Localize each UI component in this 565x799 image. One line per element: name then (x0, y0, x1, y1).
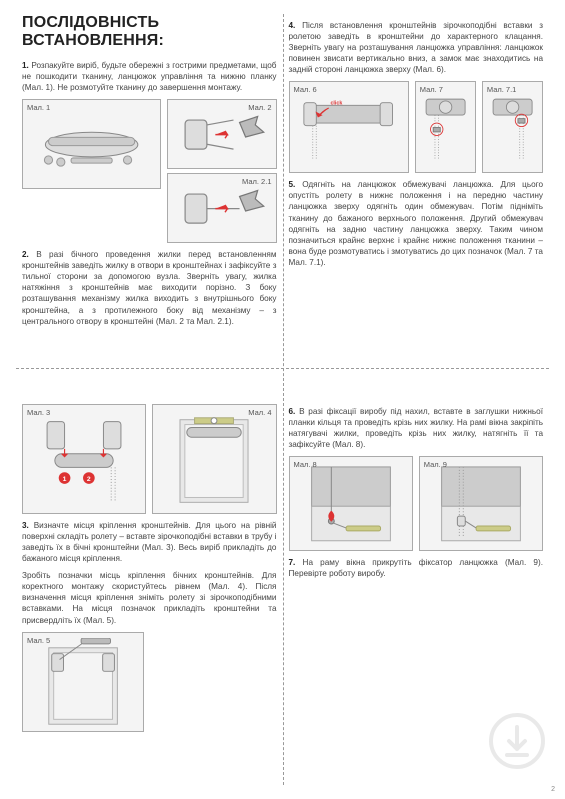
figure-3: Мал. 3 1 2 (22, 404, 146, 514)
figure-5-label: Мал. 5 (27, 636, 50, 645)
figure-7-1: Мал. 7.1 (482, 81, 543, 173)
figure-8-svg (296, 462, 406, 546)
step-4-body: Після встановлення кронштейнів зірочкопо… (289, 21, 544, 74)
figure-2: Мал. 2 (167, 99, 277, 169)
page-number: 2 (551, 786, 555, 793)
figure-7-label: Мал. 7 (420, 85, 443, 94)
figure-2-label: Мал. 2 (248, 103, 271, 112)
step-3b-body: Зробіть позначки місць кріплення бічних … (22, 571, 277, 624)
figure-4-svg (159, 410, 269, 507)
figure-2-1-label: Мал. 2.1 (242, 177, 271, 186)
figure-6: Мал. 6 click (289, 81, 409, 173)
figure-5: Мал. 5 (22, 632, 144, 732)
page-title: ПОСЛІДОВНІСТЬ ВСТАНОВЛЕННЯ: (22, 14, 277, 50)
svg-text:2: 2 (87, 476, 91, 483)
step-5-body: Одягніть на ланцюжок обмежувачі ланцюжка… (289, 180, 544, 266)
figure-row-5: Мал. 5 (22, 632, 277, 732)
step-2-text: 2. В разі бічного проведення жилки перед… (22, 249, 277, 326)
figure-4: Мал. 4 (152, 404, 276, 514)
figure-3-svg: 1 2 (29, 410, 139, 507)
figure-2-1: Мал. 2.1 (167, 173, 277, 243)
figure-5-svg (29, 638, 137, 726)
watermark-icon (487, 711, 547, 771)
step-2-body: В разі бічного проведення жилки перед вс… (22, 250, 277, 325)
figure-row-1-2: Мал. 1 Мал. 2 (22, 99, 277, 243)
figure-9-label: Мал. 9 (424, 460, 447, 469)
step-7-text: 7. На раму вікна прикрутіть фіксатор лан… (289, 557, 544, 579)
figure-6-svg: click (295, 87, 401, 168)
step-1-text: 1. Розпакуйте виріб, будьте обережні з г… (22, 60, 277, 93)
step-3a-text: 3. Визначте місця кріплення кронштейнів.… (22, 520, 277, 564)
figure-1-svg (30, 105, 153, 184)
figure-1: Мал. 1 (22, 99, 161, 189)
quadrant-top-right: 4. Після встановлення кронштейнів зірочк… (283, 14, 550, 386)
figure-7-svg (419, 87, 472, 168)
figure-row-6-7: Мал. 6 click Мал. 7 (289, 81, 544, 173)
figure-8-label: Мал. 8 (294, 460, 317, 469)
figure-8: Мал. 8 (289, 456, 413, 551)
vertical-divider (283, 14, 284, 785)
figure-9-svg (426, 462, 536, 546)
step-1-body: Розпакуйте виріб, будьте обережні з гост… (22, 61, 277, 92)
quadrant-top-left: ПОСЛІДОВНІСТЬ ВСТАНОВЛЕННЯ: 1. Розпакуйт… (16, 14, 283, 386)
horizontal-divider (16, 368, 549, 369)
figure-7-1-svg (486, 87, 539, 168)
figure-6-label: Мал. 6 (294, 85, 317, 94)
step-5-text: 5. Одягніть на ланцюжок обмежувачі ланцю… (289, 179, 544, 268)
step-6-text: 6. В разі фіксації виробу під нахил, вст… (289, 406, 544, 450)
figure-7: Мал. 7 (415, 81, 476, 173)
step-6-body: В разі фіксації виробу під нахил, вставт… (289, 407, 544, 449)
figure-4-label: Мал. 4 (248, 408, 271, 417)
step-3a-body: Визначте місця кріплення кронштейнів. Дл… (22, 521, 277, 563)
figure-2-svg (173, 104, 270, 165)
click-label: click (331, 100, 343, 106)
step-4-text: 4. Після встановлення кронштейнів зірочк… (289, 20, 544, 75)
figure-1-label: Мал. 1 (27, 103, 50, 112)
figure-2-1-svg (173, 178, 270, 239)
figure-row-3-4: Мал. 3 1 2 Мал. 4 (22, 404, 277, 514)
figure-9: Мал. 9 (419, 456, 543, 551)
figure-3-label: Мал. 3 (27, 408, 50, 417)
figure-7-1-label: Мал. 7.1 (487, 85, 516, 94)
svg-text:1: 1 (63, 476, 67, 483)
figure-row-8-9: Мал. 8 Мал. 9 (289, 456, 544, 551)
quadrant-bottom-left: Мал. 3 1 2 Мал. 4 (16, 386, 283, 789)
step-7-body: На раму вікна прикрутіть фіксатор ланцюж… (289, 558, 543, 578)
step-3b-text: Зробіть позначки місць кріплення бічних … (22, 570, 277, 625)
